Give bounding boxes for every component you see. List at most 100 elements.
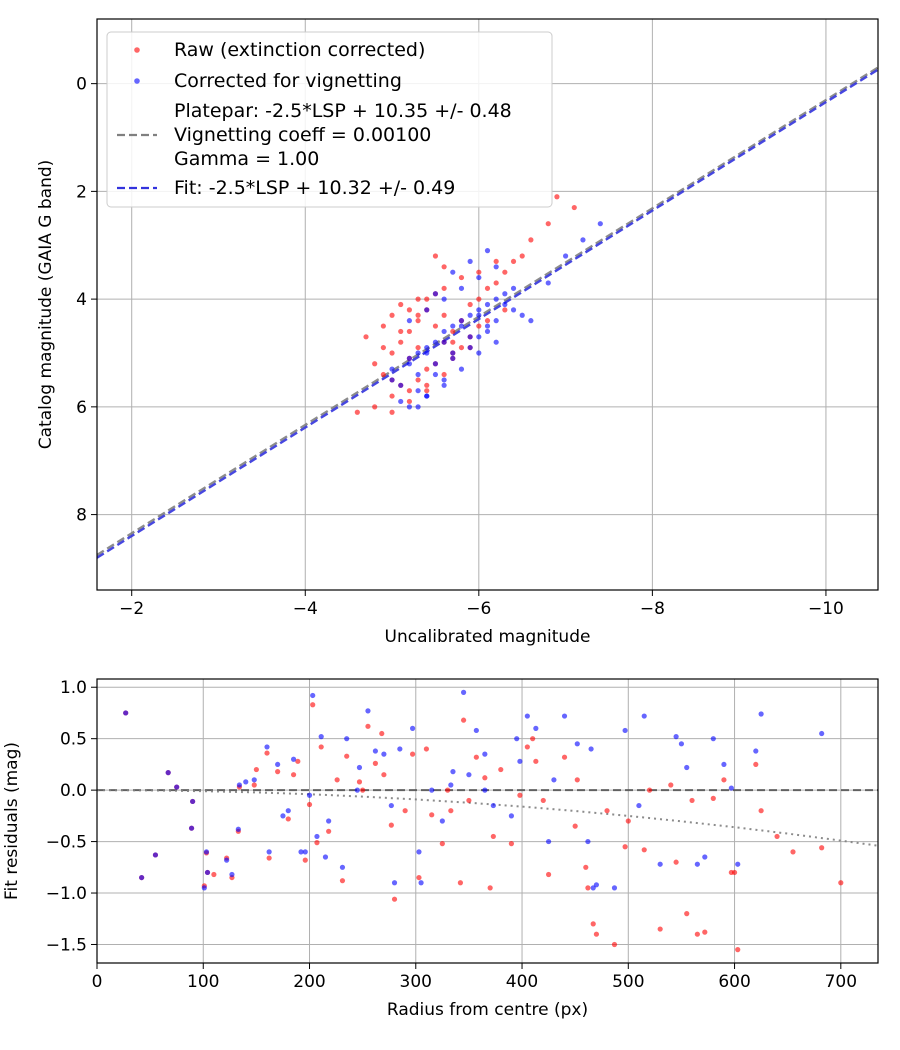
raw-point [473,754,479,760]
corrected-point [611,885,618,891]
raw-point [429,812,435,818]
legend-marker-corrected [134,78,140,84]
raw-point [590,921,596,927]
legend-label-raw: Raw (extinction corrected) [174,39,425,61]
corrected-point [710,736,716,742]
top-fit-lines [97,66,878,559]
y-tick-label: −1.0 [46,884,87,904]
x-tick-label: 500 [612,972,644,992]
corrected-point [264,744,270,750]
corrected-point [314,833,320,840]
corrected-point [275,761,281,768]
corrected-point [510,285,517,291]
raw-point [508,841,515,847]
top-x-ticks: −2 −4 −6 −8 −10 [119,590,844,619]
corrected-point [339,864,346,870]
raw-point [484,285,491,291]
corrected-point [391,880,398,886]
corrected-point [397,746,403,752]
corrected-point [432,339,439,345]
corrected-point [174,784,180,790]
raw-point [253,766,259,773]
raw-point [530,736,536,742]
x-tick-label: 100 [187,972,219,992]
raw-point [458,344,465,351]
raw-point [275,769,281,775]
x-tick-label: 0 [92,972,103,992]
corrected-point [702,854,708,860]
x-tick-label: 600 [718,972,750,992]
raw-point [735,947,741,953]
raw-point [363,334,369,340]
corrected-point [514,736,520,742]
legend: Raw (extinction corrected) Corrected for… [106,31,553,208]
corrected-point [224,857,230,863]
x-tick-label: −4 [293,599,318,619]
corrected-point [381,751,387,757]
corrected-point [424,393,430,399]
raw-point [694,931,700,937]
raw-point [314,840,320,846]
corrected-point [502,291,508,297]
y-tick-label: 4 [76,290,87,310]
raw-point [415,344,421,351]
corrected-point [493,264,499,270]
y-tick-label: 1.0 [60,678,87,698]
raw-point [774,833,780,840]
corrected-point [458,323,465,329]
corrected-point [310,692,316,699]
corrected-point [476,274,482,281]
corrected-point [302,849,308,855]
corrected-point [406,318,412,324]
raw-point [379,730,385,737]
raw-point [380,344,386,351]
raw-point [519,253,525,259]
corrected-point [344,736,350,742]
raw-point [710,795,716,801]
corrected-point [204,869,211,876]
top-scatter-points [354,194,603,415]
corrected-point [484,248,491,254]
raw-point [306,801,313,808]
corrected-point [229,871,235,878]
corrected-point [450,769,456,775]
raw-point [684,911,690,917]
corrected-point [432,371,439,378]
y-tick-label: 6 [76,398,87,418]
corrected-point [528,318,534,324]
corrected-point [524,713,530,719]
raw-point [423,746,430,752]
corrected-point [152,852,159,858]
x-tick-label: 400 [506,972,538,992]
corrected-point [510,307,517,313]
fit-line [97,68,878,559]
corrected-point [484,323,491,329]
raw-point [450,339,456,345]
corrected-point [139,874,145,881]
raw-point [458,274,465,281]
corrected-point [508,813,515,819]
raw-point [790,849,796,855]
bottom-chart: 0 100 200 300 400 500 600 700 1.0 0.5 0.0 −0.5 −1.0… [2,678,879,1020]
corrected-point [574,741,580,747]
corrected-point [389,377,395,383]
raw-point [372,760,378,766]
raw-point [441,371,447,378]
corrected-point [458,285,465,291]
corrected-point [482,787,488,793]
corrected-point [432,361,439,367]
corrected-point [517,758,523,764]
raw-point [611,941,618,948]
corrected-point [406,355,412,361]
corrected-point [409,725,416,731]
raw-point [668,782,674,788]
raw-point [372,404,378,410]
corrected-point [502,301,508,308]
raw-point [622,844,628,850]
corrected-point [424,350,430,356]
raw-point [372,361,378,367]
y-tick-label: 0.5 [60,730,87,750]
raw-point [266,855,272,861]
corrected-point [439,818,445,824]
